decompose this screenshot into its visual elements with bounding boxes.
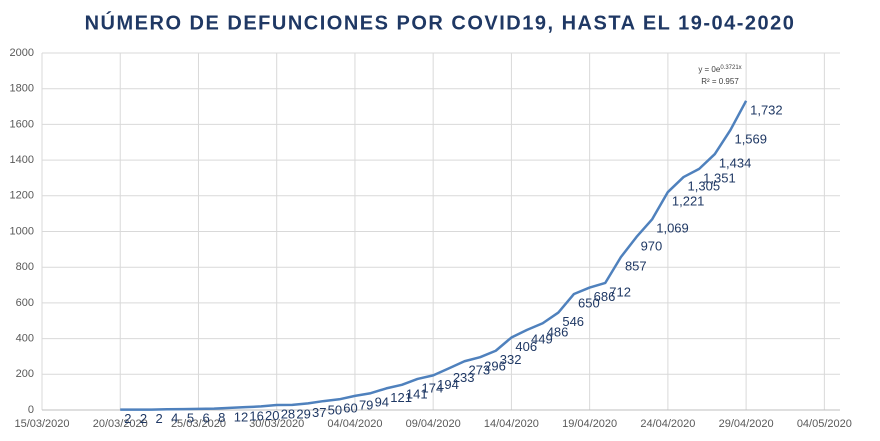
y-tick-label: 1400 bbox=[10, 154, 34, 166]
data-label: 79 bbox=[359, 397, 373, 412]
data-label: 546 bbox=[562, 314, 584, 329]
y-tick-label: 600 bbox=[16, 297, 34, 309]
data-label: 121 bbox=[390, 390, 412, 405]
data-label: 1,069 bbox=[656, 221, 689, 236]
y-tick-label: 0 bbox=[28, 404, 34, 416]
data-label: 141 bbox=[406, 386, 428, 401]
x-tick-label: 29/04/2020 bbox=[719, 418, 774, 430]
data-label: 1,351 bbox=[703, 170, 736, 185]
y-tick-label: 1200 bbox=[10, 190, 34, 202]
data-label: 37 bbox=[312, 405, 326, 420]
chart-title: NÚMERO DE DEFUNCIONES POR COVID19, HASTA… bbox=[85, 10, 796, 34]
x-tick-label: 04/04/2020 bbox=[327, 418, 382, 430]
data-label: 29 bbox=[296, 406, 310, 421]
data-label: 2 bbox=[124, 411, 131, 426]
trendline-r-squared: R² = 0.957 bbox=[701, 77, 739, 86]
data-label: 6 bbox=[202, 410, 209, 425]
data-label: 486 bbox=[547, 325, 569, 340]
data-label: 174 bbox=[422, 380, 444, 395]
x-tick-label: 20/03/2020 bbox=[93, 418, 148, 430]
series-line bbox=[120, 100, 748, 411]
y-tick-label: 1800 bbox=[10, 83, 34, 95]
data-label: 8 bbox=[218, 410, 225, 425]
x-tick-label: 09/04/2020 bbox=[406, 418, 461, 430]
data-label: 94 bbox=[375, 395, 389, 410]
x-tick-label: 14/04/2020 bbox=[484, 418, 539, 430]
data-label: 28 bbox=[281, 406, 295, 421]
data-label: 4 bbox=[171, 411, 178, 426]
data-label: 1,732 bbox=[750, 102, 783, 117]
data-label: 20 bbox=[265, 408, 279, 423]
data-label: 712 bbox=[609, 284, 631, 299]
y-tick-label: 200 bbox=[16, 368, 34, 380]
x-tick-label: 30/03/2020 bbox=[249, 418, 304, 430]
x-tick-label: 04/05/2020 bbox=[797, 418, 852, 430]
data-label: 406 bbox=[515, 339, 537, 354]
data-label: 1,221 bbox=[672, 193, 705, 208]
data-label: 332 bbox=[500, 352, 522, 367]
x-tick-label: 19/04/2020 bbox=[562, 418, 617, 430]
y-tick-label: 2000 bbox=[10, 47, 34, 59]
x-tick-label: 25/03/2020 bbox=[171, 418, 226, 430]
data-label: 273 bbox=[468, 363, 490, 378]
x-tick-label: 15/03/2020 bbox=[14, 418, 69, 430]
trendline-equation: y = 0e0.3721x bbox=[698, 65, 741, 75]
trendline-equation-base: y = 0e bbox=[698, 65, 721, 74]
data-label: 233 bbox=[453, 370, 475, 385]
y-tick-label: 800 bbox=[16, 261, 34, 273]
data-label: 296 bbox=[484, 359, 506, 374]
data-label: 50 bbox=[328, 403, 342, 418]
data-label: 5 bbox=[187, 411, 194, 426]
y-tick-label: 1000 bbox=[10, 225, 34, 237]
y-tick-label: 1600 bbox=[10, 118, 34, 130]
data-label: 60 bbox=[343, 401, 357, 416]
data-label: 970 bbox=[641, 238, 663, 253]
data-label: 12 bbox=[234, 409, 248, 424]
data-label: 2 bbox=[140, 411, 147, 426]
data-label: 686 bbox=[594, 289, 616, 304]
data-label: 1,305 bbox=[688, 178, 721, 193]
y-tick-label: 400 bbox=[16, 333, 34, 345]
data-label: 16 bbox=[249, 409, 263, 424]
data-label: 2 bbox=[156, 411, 163, 426]
data-label: 857 bbox=[625, 258, 647, 273]
x-tick-label: 24/04/2020 bbox=[640, 418, 695, 430]
data-label: 449 bbox=[531, 331, 553, 346]
data-label: 1,569 bbox=[734, 131, 767, 146]
data-label: 650 bbox=[578, 295, 600, 310]
trendline-equation-exponent: 0.3721x bbox=[720, 65, 741, 71]
data-label: 1,434 bbox=[719, 155, 752, 170]
data-label: 194 bbox=[437, 377, 459, 392]
